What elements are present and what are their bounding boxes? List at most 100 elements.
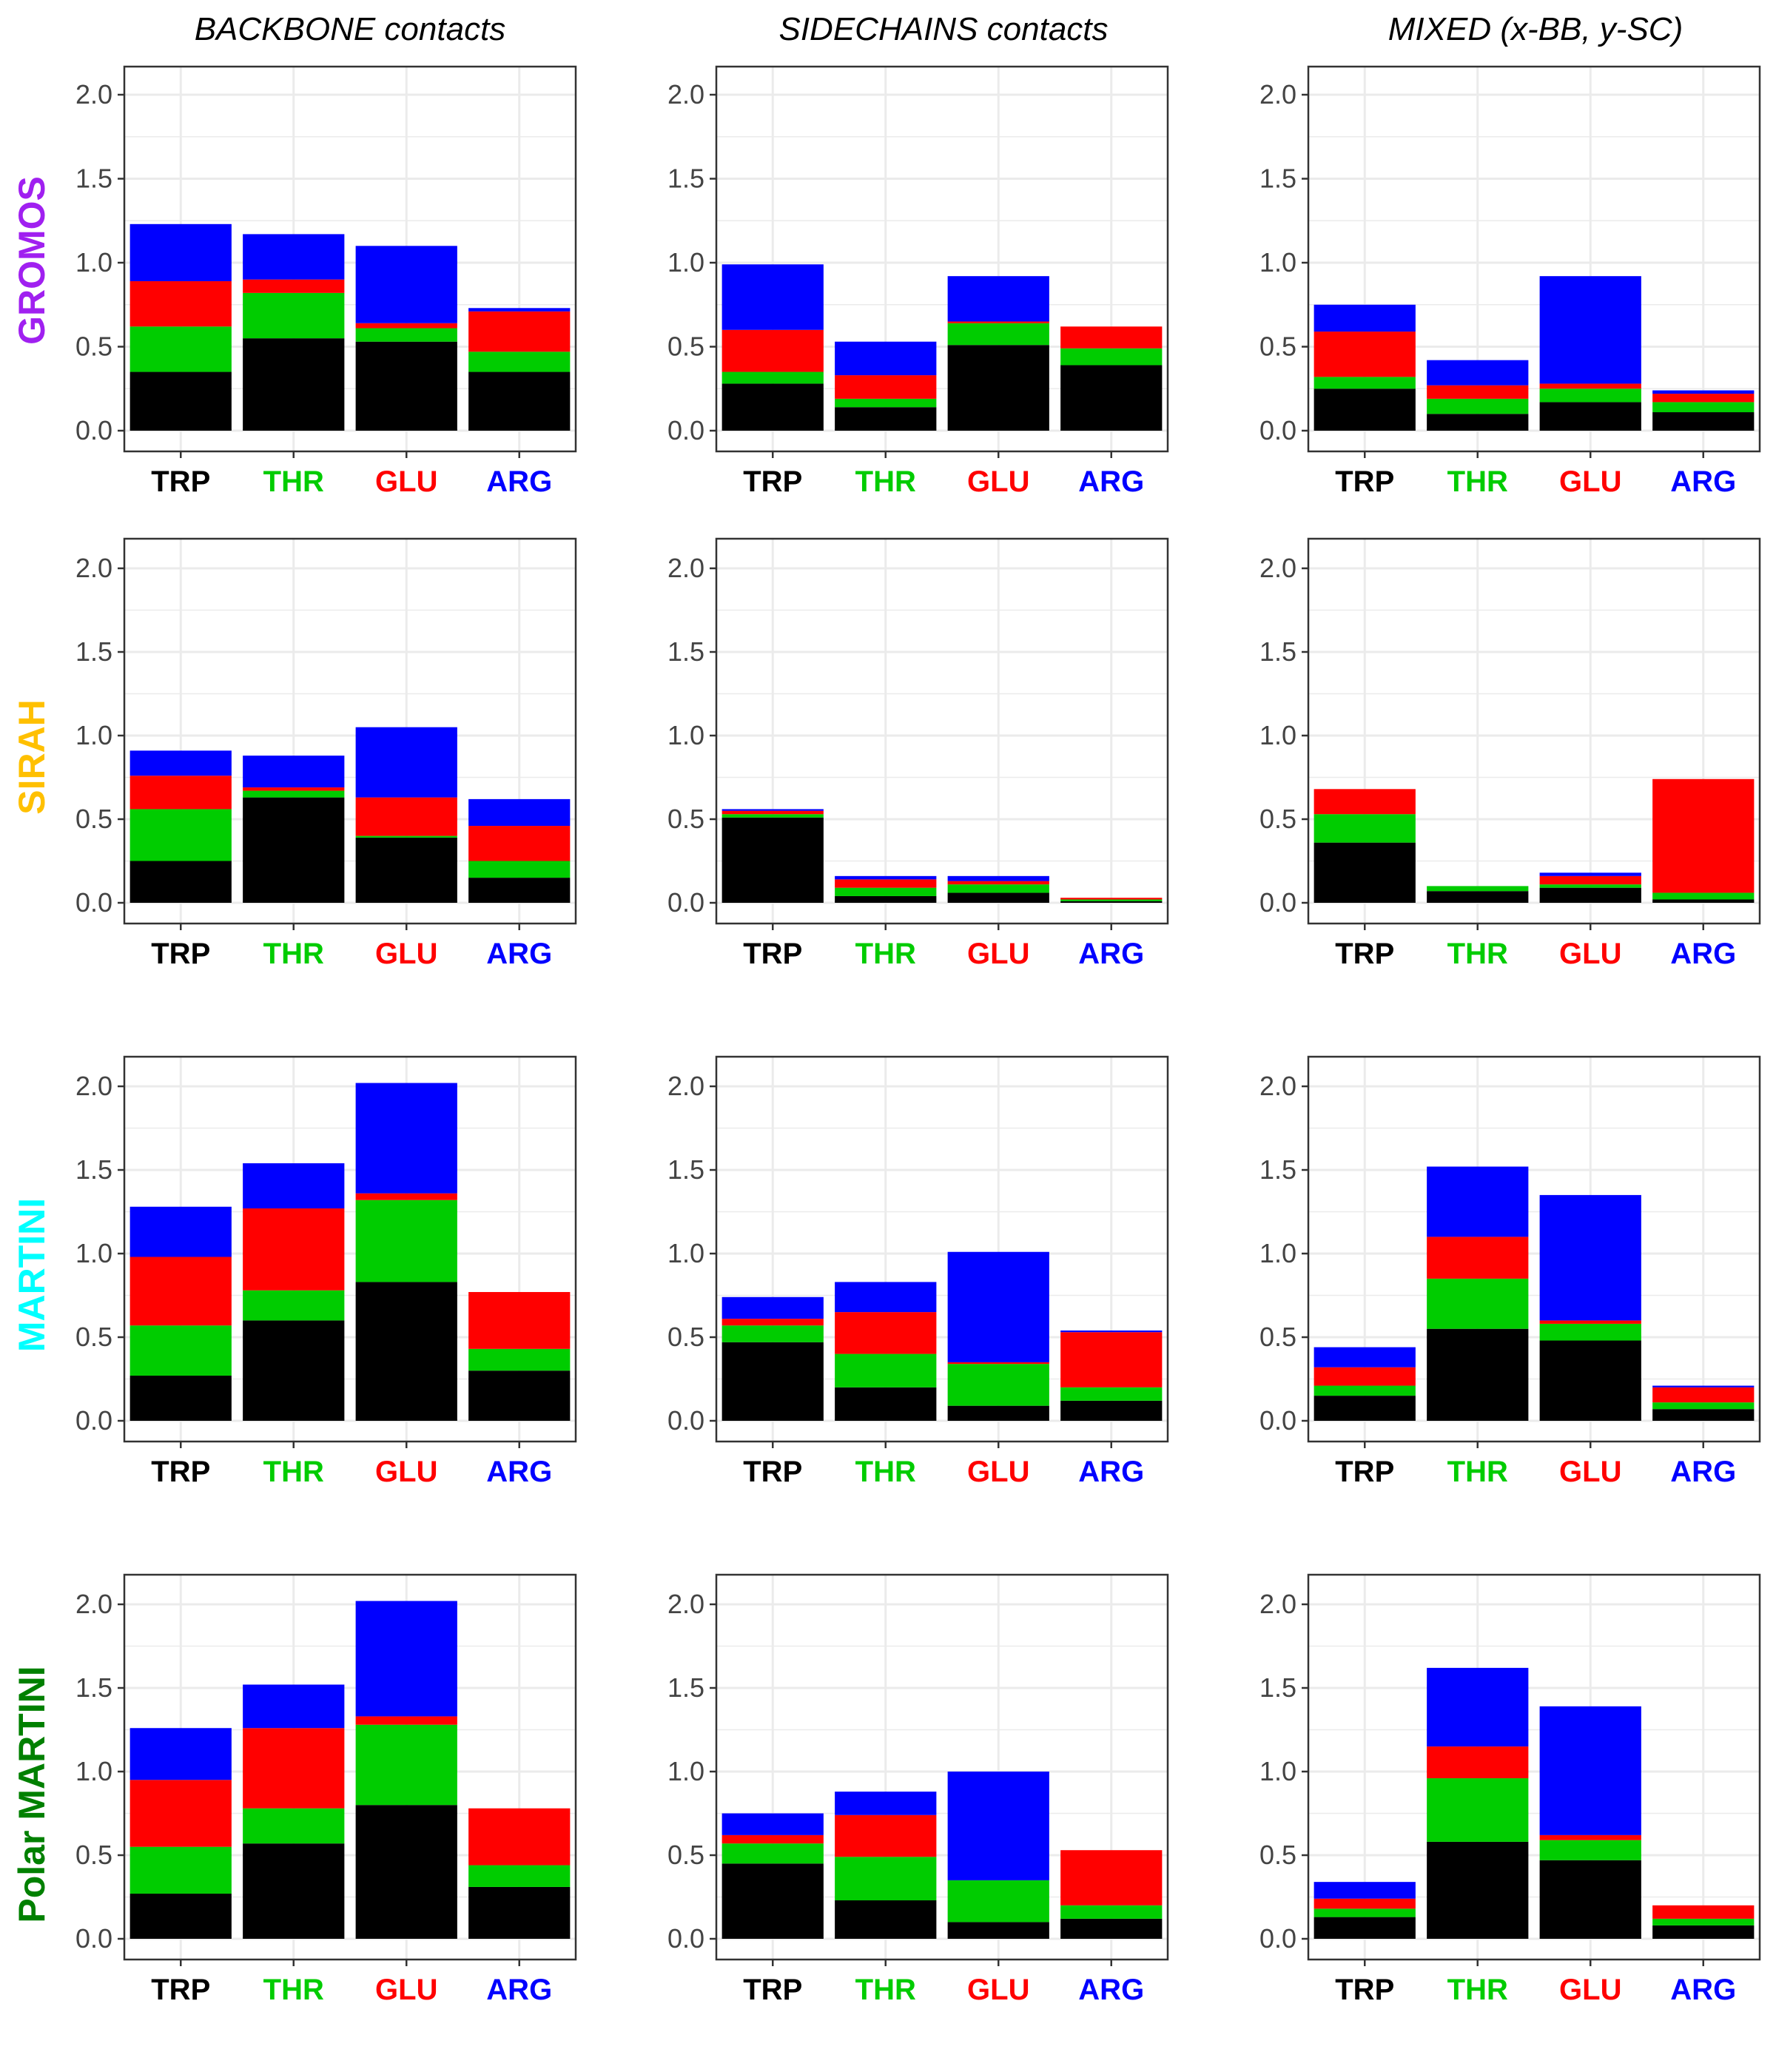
bar-arg-segment-2 xyxy=(468,1865,571,1887)
x-tick-label-arg: ARG xyxy=(1670,938,1736,970)
bar-glu-segment-4 xyxy=(1539,1706,1641,1835)
bar-arg-segment-2 xyxy=(1652,1918,1755,1925)
x-tick-label-arg: ARG xyxy=(486,938,552,970)
bar-trp-segment-2 xyxy=(130,809,232,861)
y-tick-label: 2.0 xyxy=(75,553,112,583)
y-tick-label: 2.0 xyxy=(667,1589,704,1619)
bar-glu-segment-3 xyxy=(355,1193,457,1200)
bar-glu-segment-3 xyxy=(1539,1834,1641,1840)
row-labels: GROMOS SIRAH MARTINI Polar MARTINI xyxy=(11,176,53,1923)
bar-trp-segment-1 xyxy=(722,817,824,903)
bar-arg-segment-3 xyxy=(1652,394,1755,403)
bar-trp-segment-3 xyxy=(722,1834,824,1844)
x-tick-label-thr: THR xyxy=(855,1974,916,2006)
bar-thr-segment-2 xyxy=(243,790,345,798)
y-tick-label: 1.5 xyxy=(75,1154,112,1185)
panel-border xyxy=(1307,1573,1761,1961)
panel-sirah-backbone-contacts: 0.0 0.5 1.0 1.5 2.0 TRP THR GLU ARG xyxy=(75,537,577,970)
bar-arg-segment-3 xyxy=(1060,898,1163,900)
x-tick-label-arg: ARG xyxy=(1078,465,1144,498)
bar-trp-segment-1 xyxy=(1314,842,1416,903)
bar-thr-segment-2 xyxy=(1427,1278,1529,1329)
bar-arg-segment-1 xyxy=(1060,901,1163,903)
bar-arg-segment-3 xyxy=(1060,1850,1163,1906)
panel-gromos-backbone-contacts: 0.0 0.5 1.0 1.5 2.0 TRP THR GLU ARG xyxy=(75,65,577,498)
y-tick-label: 0.0 xyxy=(75,1405,112,1436)
bar-trp-segment-2 xyxy=(1314,1908,1416,1917)
bar-trp-segment-4 xyxy=(130,1206,232,1257)
bar-glu-segment-1 xyxy=(1539,1860,1641,1939)
bar-glu-segment-2 xyxy=(355,835,457,838)
bar-arg-segment-1 xyxy=(1060,1400,1163,1421)
bar-trp-segment-2 xyxy=(130,326,232,372)
y-tick-label: 1.0 xyxy=(1259,247,1296,278)
y-tick-label: 0.5 xyxy=(667,1322,704,1352)
y-tick-label: 2.0 xyxy=(75,1071,112,1101)
panel-border xyxy=(1307,65,1761,453)
y-tick-label: 1.0 xyxy=(1259,1756,1296,1786)
panel-gromos-sidechains-contacts: 0.0 0.5 1.0 1.5 2.0 TRP THR GLU ARG xyxy=(667,65,1169,498)
y-tick-label: 1.0 xyxy=(1259,1238,1296,1268)
bar-glu-segment-2 xyxy=(355,1724,457,1806)
bar-thr-segment-3 xyxy=(243,787,345,791)
bar-thr-segment-1 xyxy=(1427,414,1529,431)
panel-border xyxy=(123,1573,577,1961)
bar-trp-segment-3 xyxy=(130,776,232,810)
y-tick-label: 1.5 xyxy=(667,164,704,194)
bar-glu-segment-2 xyxy=(1539,1840,1641,1860)
x-tick-label-thr: THR xyxy=(1447,465,1508,498)
bar-trp-segment-2 xyxy=(130,1325,232,1376)
bar-thr-segment-2 xyxy=(835,887,937,896)
x-tick-label-thr: THR xyxy=(1447,1974,1508,2006)
x-tick-label-glu: GLU xyxy=(967,1456,1029,1488)
bar-trp-segment-1 xyxy=(722,1863,824,1939)
bar-glu-segment-4 xyxy=(1539,1194,1641,1321)
x-tick-label-thr: THR xyxy=(855,1456,916,1488)
panel-border xyxy=(715,537,1169,925)
bar-glu-segment-1 xyxy=(947,1922,1049,1939)
panel-border xyxy=(715,1573,1169,1961)
x-tick-label-thr: THR xyxy=(263,1974,324,2006)
bar-trp-segment-1 xyxy=(1314,1917,1416,1939)
y-tick-label: 2.0 xyxy=(1259,553,1296,583)
bar-arg-segment-3 xyxy=(468,1291,571,1349)
bar-thr-segment-1 xyxy=(835,1900,937,1939)
bar-trp-segment-4 xyxy=(1314,304,1416,332)
bar-arg-segment-2 xyxy=(1060,1905,1163,1919)
bar-thr-segment-3 xyxy=(243,279,345,293)
y-tick-label: 1.5 xyxy=(75,636,112,667)
bar-glu-segment-3 xyxy=(947,321,1049,323)
y-tick-label: 1.0 xyxy=(667,1238,704,1268)
bar-trp-segment-2 xyxy=(1314,1385,1416,1396)
panel-martini-backbone-contacts: 0.0 0.5 1.0 1.5 2.0 TRP THR GLU ARG xyxy=(75,1055,577,1488)
bar-trp-segment-1 xyxy=(1314,1396,1416,1421)
panel-border xyxy=(123,65,577,453)
y-tick-label: 1.5 xyxy=(75,164,112,194)
bar-trp-segment-1 xyxy=(130,1375,232,1421)
bar-trp-segment-3 xyxy=(130,1257,232,1326)
bar-trp-segment-4 xyxy=(1314,1882,1416,1899)
y-tick-label: 1.0 xyxy=(75,720,112,750)
bar-thr-segment-3 xyxy=(1427,1237,1529,1279)
bar-trp-segment-3 xyxy=(1314,1367,1416,1386)
x-tick-label-trp: TRP xyxy=(151,465,210,498)
y-tick-label: 0.5 xyxy=(1259,1322,1296,1352)
bar-arg-segment-2 xyxy=(1060,899,1163,901)
bar-trp-segment-2 xyxy=(722,1843,824,1864)
bar-trp-segment-3 xyxy=(1314,789,1416,815)
bar-thr-segment-1 xyxy=(243,1843,345,1939)
y-tick-label: 0.5 xyxy=(667,804,704,834)
y-tick-label: 0.5 xyxy=(75,804,112,834)
bar-thr-segment-2 xyxy=(835,1353,937,1388)
bar-arg-segment-1 xyxy=(1060,1918,1163,1939)
bar-trp-segment-4 xyxy=(722,1296,824,1319)
bar-trp-segment-3 xyxy=(722,329,824,372)
y-tick-label: 2.0 xyxy=(667,1071,704,1101)
bar-arg-segment-4 xyxy=(1652,390,1755,394)
bar-thr-segment-4 xyxy=(835,1792,937,1815)
x-tick-label-thr: THR xyxy=(855,465,916,498)
bar-arg-segment-2 xyxy=(1060,348,1163,366)
row-label-polar-martini: Polar MARTINI xyxy=(11,1666,53,1923)
bar-arg-segment-1 xyxy=(1652,1409,1755,1421)
bar-thr-segment-3 xyxy=(1427,385,1529,399)
